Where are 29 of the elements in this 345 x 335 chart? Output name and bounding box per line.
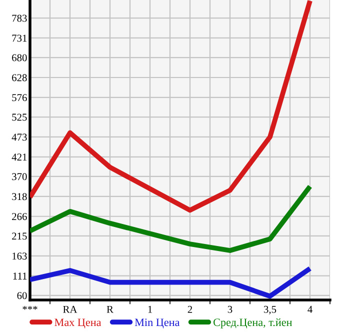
- x-tick-label: RA: [63, 306, 78, 313]
- x-tick-label: R: [106, 306, 114, 313]
- y-tick-label: 163: [12, 252, 27, 260]
- y-tick-label: 421: [12, 154, 27, 161]
- x-tick-label: 3: [228, 306, 232, 313]
- y-tick-label: 576: [12, 94, 27, 102]
- y-tick-label: 318: [12, 193, 27, 200]
- line-series: [30, 0, 312, 213]
- y-tick-label: 525: [12, 114, 27, 121]
- y-tick-label: 680: [12, 54, 27, 62]
- y-tick-label: 783: [12, 14, 27, 22]
- x-tick-label: ***: [22, 306, 38, 310]
- line-series: [30, 184, 312, 253]
- y-tick-label: 731: [12, 34, 27, 42]
- legend-label: Min Цена: [134, 318, 180, 328]
- y-tick-label: 60: [17, 292, 27, 300]
- legend-label: Max Цена: [54, 318, 102, 328]
- y-tick-label: 370: [12, 173, 27, 180]
- y-tick-label: 266: [12, 213, 27, 220]
- y-tick-label: 473: [12, 134, 27, 141]
- y-tick-label: 111: [13, 272, 27, 280]
- x-tick-label: 2: [188, 306, 192, 313]
- legend-label: Сред.Цена, т.йен: [214, 318, 292, 328]
- y-tick-label: 628: [12, 74, 27, 82]
- x-tick-label: 4: [308, 306, 312, 313]
- x-tick-label: 1: [148, 306, 152, 313]
- x-tick-label: 3,5: [264, 306, 276, 314]
- line-series: [30, 266, 312, 299]
- y-tick-label: 215: [12, 232, 27, 240]
